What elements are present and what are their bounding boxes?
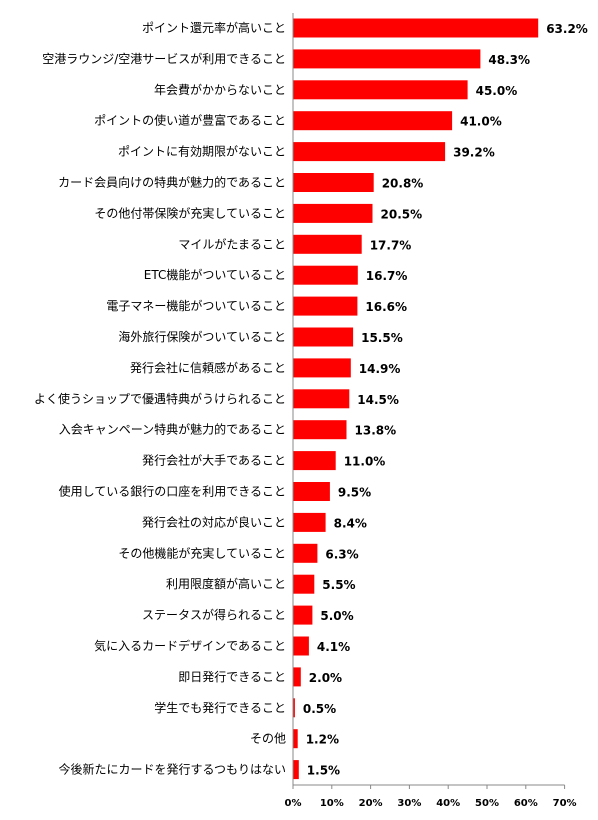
category-label: 海外旅行保険がついていること xyxy=(118,329,286,344)
value-labels: 63.2% 48.3% 45.0% 41.0% 39.2% 20.8% 20.5% 17.7%… xyxy=(303,22,588,778)
value-label: 1.2% xyxy=(306,733,339,747)
category-labels: ポイント還元率が高いこと空港ラウンジ/空港サービスが利用できること年会費がかから… xyxy=(34,20,286,777)
category-label: 年会費がかからないこと xyxy=(154,82,286,97)
value-label: 17.7% xyxy=(370,238,412,252)
x-tick-label: 50% xyxy=(475,798,499,809)
bar-8 xyxy=(293,265,358,285)
category-label: 発行会社の対応が良いこと xyxy=(142,514,286,529)
value-label: 41.0% xyxy=(460,115,502,129)
category-label: ポイント還元率が高いこと xyxy=(142,20,286,35)
bar-17 xyxy=(293,543,318,563)
value-label: 2.0% xyxy=(309,671,342,685)
category-label: 気に入るカードデザインであること xyxy=(94,638,286,653)
category-label: 空港ラウンジ/空港サービスが利用できること xyxy=(42,51,286,66)
x-tick-label: 60% xyxy=(514,798,538,809)
x-tick-label: 20% xyxy=(359,798,383,809)
category-label: 入会キャンペーン特典が魅力的であること xyxy=(59,422,286,437)
category-label: 利用限度額が高いこと xyxy=(166,576,286,591)
value-label: 63.2% xyxy=(546,22,588,36)
value-label: 5.0% xyxy=(320,609,353,623)
category-label: その他 xyxy=(250,732,286,746)
category-label: ETC機能がついていること xyxy=(144,267,286,282)
bar-4 xyxy=(293,142,446,162)
bar-2 xyxy=(293,80,468,100)
category-label: カード会員向けの特典が魅力的であること xyxy=(58,175,286,190)
bar-13 xyxy=(293,420,347,440)
category-label: マイルがたまること xyxy=(178,236,286,251)
value-label: 9.5% xyxy=(338,486,371,500)
value-label: 20.8% xyxy=(382,177,424,191)
bar-24 xyxy=(293,760,299,780)
bar-7 xyxy=(293,234,362,254)
value-label: 5.5% xyxy=(322,578,355,592)
bar-10 xyxy=(293,327,354,347)
value-label: 14.9% xyxy=(359,362,401,376)
bar-21 xyxy=(293,667,301,687)
category-label: その他機能が充実していること xyxy=(118,545,286,560)
bar-5 xyxy=(293,173,374,192)
bar-3 xyxy=(293,111,453,131)
bar-23 xyxy=(293,729,298,749)
x-tick-label: 40% xyxy=(436,798,460,809)
value-label: 13.8% xyxy=(355,424,397,438)
bar-12 xyxy=(293,389,350,409)
category-label: 発行会社が大手であること xyxy=(142,453,286,468)
value-label: 0.5% xyxy=(303,702,336,716)
bar-11 xyxy=(293,358,351,378)
bar-15 xyxy=(293,482,330,501)
category-label: ポイントに有効期限がないこと xyxy=(118,144,286,159)
category-label: 発行会社に信頼感があること xyxy=(130,360,286,375)
x-tick-label: 10% xyxy=(320,798,344,809)
bar-9 xyxy=(293,296,358,316)
bar-14 xyxy=(293,451,336,471)
value-label: 14.5% xyxy=(357,393,399,407)
value-label: 11.0% xyxy=(344,455,386,469)
x-tick-label: 0% xyxy=(285,798,302,809)
category-label: その他付帯保険が充実していること xyxy=(94,205,286,220)
value-label: 20.5% xyxy=(381,207,423,221)
category-label: 電子マネー機能がついていること xyxy=(106,298,286,313)
bar-16 xyxy=(293,512,326,532)
category-label: ポイントの使い道が豊富であること xyxy=(94,113,286,128)
value-label: 6.3% xyxy=(325,547,358,561)
bar-22 xyxy=(293,698,295,718)
value-label: 15.5% xyxy=(361,331,403,345)
value-label: 4.1% xyxy=(317,640,350,654)
value-label: 16.7% xyxy=(366,269,408,283)
value-label: 39.2% xyxy=(453,146,495,160)
bars-layer xyxy=(293,18,539,780)
category-label: よく使うショップで優遇特典がうけられること xyxy=(34,391,286,406)
x-axis-ticks: 0% 10% 20% 30% 40% 50% 60% 70% xyxy=(285,785,577,809)
category-label: 使用している銀行の口座を利用できること xyxy=(59,484,286,499)
bar-6 xyxy=(293,203,373,223)
value-label: 1.5% xyxy=(307,764,340,778)
x-tick-label: 30% xyxy=(397,798,421,809)
value-label: 48.3% xyxy=(488,53,530,67)
category-label: ステータスが得られること xyxy=(142,607,286,622)
bar-0 xyxy=(293,18,539,38)
value-label: 16.6% xyxy=(365,300,407,314)
bar-18 xyxy=(293,574,315,594)
value-label: 45.0% xyxy=(476,84,518,98)
bar-19 xyxy=(293,605,313,625)
bar-1 xyxy=(293,49,481,69)
category-label: 今後新たにカードを発行するつもりはない xyxy=(58,762,286,777)
bar-20 xyxy=(293,636,309,656)
category-label: 即日発行できること xyxy=(178,670,286,684)
value-label: 8.4% xyxy=(334,516,367,530)
category-label: 学生でも発行できること xyxy=(154,700,286,715)
x-tick-label: 70% xyxy=(553,798,577,809)
